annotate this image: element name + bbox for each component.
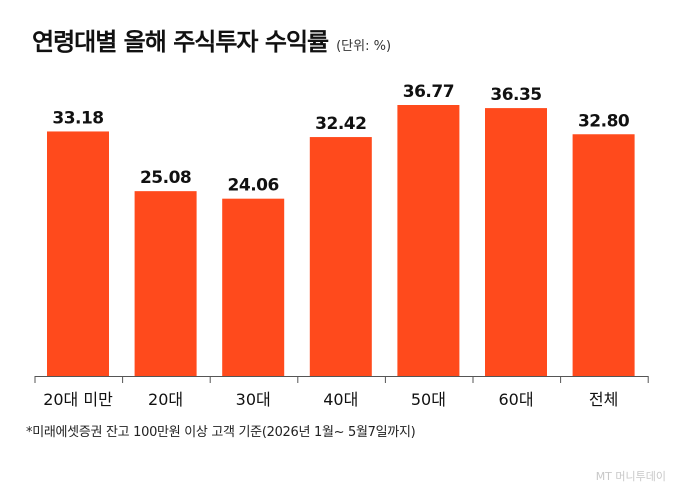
category-label-1: 20대 미만	[43, 390, 113, 409]
value-label-6: 36.35	[490, 85, 541, 105]
source-credit: MT 머니투데이	[595, 470, 666, 483]
value-label-3: 24.06	[228, 176, 279, 196]
unit-label: (단위: %)	[336, 39, 392, 54]
category-label-6: 60대	[498, 390, 533, 409]
bar-3	[222, 198, 285, 376]
value-label-7: 32.80	[578, 111, 630, 131]
bar-4	[309, 137, 372, 376]
value-label-5: 36.77	[403, 82, 454, 102]
category-label-5: 50대	[411, 390, 446, 409]
bar-1	[47, 131, 109, 376]
bar-6	[485, 108, 547, 376]
category-label-3: 30대	[236, 390, 271, 409]
bar-2	[134, 191, 197, 376]
chart-title: 연령대별 올해 주식투자 수익률 (단위: %)	[32, 22, 391, 57]
bar-5	[397, 105, 460, 376]
title-text: 연령대별 올해 주식투자 수익률	[32, 28, 329, 56]
footnote: *미래에셋증권 잔고 100만원 이상 고객 기준(2026년 1월~ 5월7일…	[26, 425, 416, 440]
category-label-2: 20대	[148, 390, 183, 409]
category-label-7: 전체	[589, 390, 618, 409]
value-label-1: 33.18	[52, 108, 103, 128]
category-label-4: 40대	[323, 390, 358, 409]
value-label-4: 32.42	[315, 114, 366, 134]
bar-7	[572, 134, 635, 376]
value-label-2: 25.08	[140, 168, 191, 188]
